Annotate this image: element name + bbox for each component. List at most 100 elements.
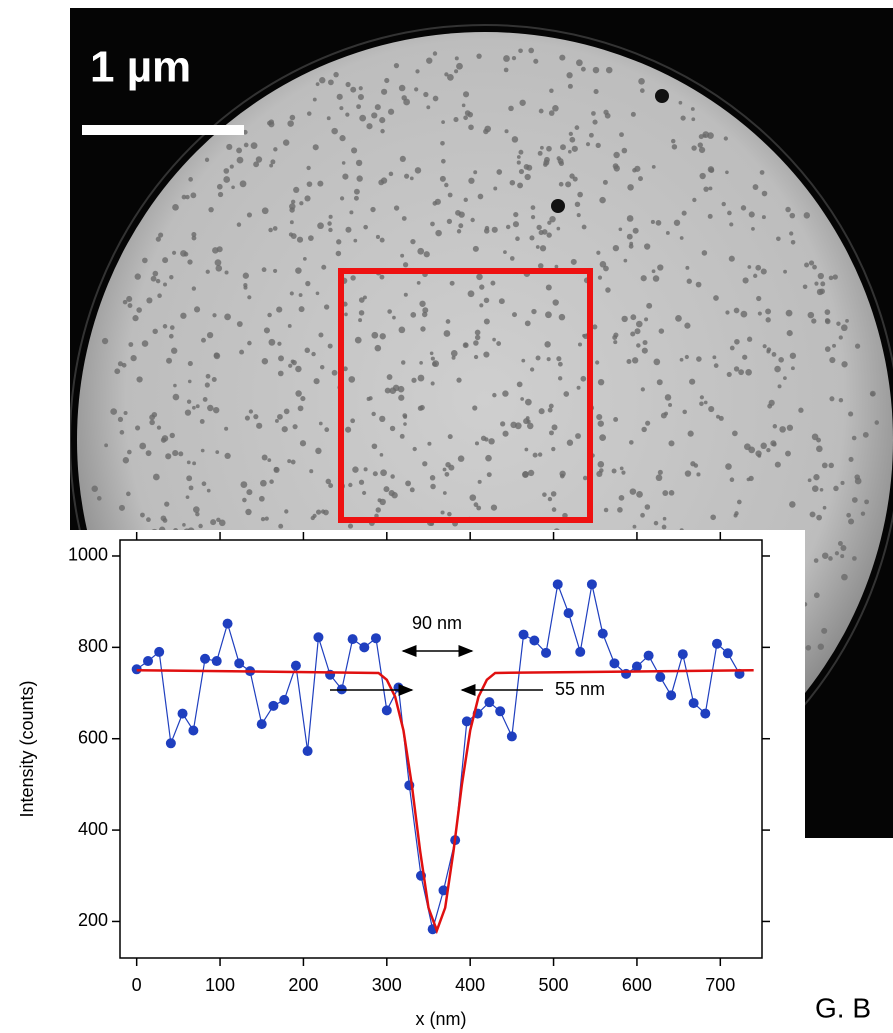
particle	[597, 275, 603, 280]
x-tick-label: 400	[455, 975, 485, 995]
particle	[278, 523, 284, 529]
particle	[427, 441, 432, 446]
particle	[349, 210, 354, 215]
particle	[398, 326, 406, 334]
particle	[774, 461, 781, 468]
particle	[713, 363, 719, 368]
particle	[328, 79, 334, 86]
particle	[191, 231, 197, 237]
particle	[430, 483, 436, 490]
particle	[432, 360, 440, 368]
particle	[524, 447, 529, 452]
particle	[195, 404, 200, 409]
particle	[689, 378, 696, 385]
particle	[761, 215, 766, 220]
particle	[312, 97, 317, 102]
particle	[526, 164, 533, 171]
particle	[96, 496, 102, 501]
particle	[104, 443, 109, 448]
particle	[454, 69, 459, 74]
particle	[291, 199, 296, 205]
particle	[517, 182, 524, 189]
particle	[287, 120, 294, 127]
particle	[627, 184, 634, 191]
particle	[261, 358, 269, 365]
particle	[662, 490, 669, 496]
particle	[732, 430, 738, 437]
particle	[387, 309, 392, 314]
particle	[269, 163, 274, 168]
particle	[449, 280, 455, 286]
particle	[306, 111, 312, 116]
particle	[746, 336, 753, 342]
particle	[766, 447, 771, 453]
particle	[581, 224, 587, 230]
particle	[840, 554, 845, 559]
particle	[472, 245, 479, 252]
particle	[493, 186, 498, 191]
particle	[516, 155, 521, 159]
particle	[400, 253, 405, 258]
particle	[160, 515, 167, 522]
particle	[580, 66, 586, 72]
particle	[319, 364, 325, 370]
particle	[207, 404, 214, 412]
particle	[306, 165, 311, 171]
particle	[538, 108, 544, 114]
particle	[169, 432, 175, 439]
particle	[331, 127, 338, 135]
particle	[819, 288, 825, 295]
particle	[537, 452, 543, 457]
data-point	[586, 579, 597, 590]
particle	[350, 86, 357, 93]
particle	[464, 110, 471, 116]
particle	[765, 317, 771, 323]
particle	[599, 434, 607, 442]
particle	[445, 319, 451, 324]
particle	[246, 489, 253, 496]
particle	[442, 491, 447, 495]
chart: 0 100 200 300 400 500 600 700 200 400 600 800 1000 x …	[17, 532, 770, 1029]
particle	[242, 272, 249, 279]
particle	[142, 257, 148, 264]
data-point	[393, 682, 404, 693]
particle	[568, 149, 572, 154]
particle	[496, 169, 503, 175]
particle	[162, 257, 169, 264]
particle	[837, 541, 843, 546]
particle	[204, 157, 210, 162]
particle	[274, 418, 279, 423]
particle	[640, 387, 645, 392]
particle	[204, 382, 210, 388]
particle	[668, 440, 675, 447]
particle	[272, 226, 278, 231]
particle	[544, 341, 551, 348]
particle	[352, 466, 359, 473]
particle	[284, 509, 289, 514]
particle	[725, 170, 729, 175]
particle	[640, 512, 645, 518]
data-point	[381, 705, 392, 716]
particle	[838, 397, 844, 403]
particle	[423, 91, 429, 98]
particle	[245, 508, 252, 516]
particle	[417, 405, 424, 411]
particle	[370, 206, 376, 213]
particle	[771, 351, 777, 357]
particle	[180, 312, 187, 319]
particle	[213, 352, 220, 359]
particle	[447, 434, 453, 440]
particle	[813, 558, 819, 563]
particle	[300, 396, 306, 402]
particle	[295, 390, 302, 397]
particle	[807, 311, 815, 319]
particle	[596, 413, 603, 421]
particle	[525, 416, 530, 421]
particle	[169, 275, 174, 280]
particle	[479, 303, 484, 308]
particle	[790, 366, 795, 371]
particle	[765, 308, 772, 315]
data-point	[552, 579, 563, 590]
particle	[729, 222, 734, 227]
particle	[728, 255, 735, 262]
